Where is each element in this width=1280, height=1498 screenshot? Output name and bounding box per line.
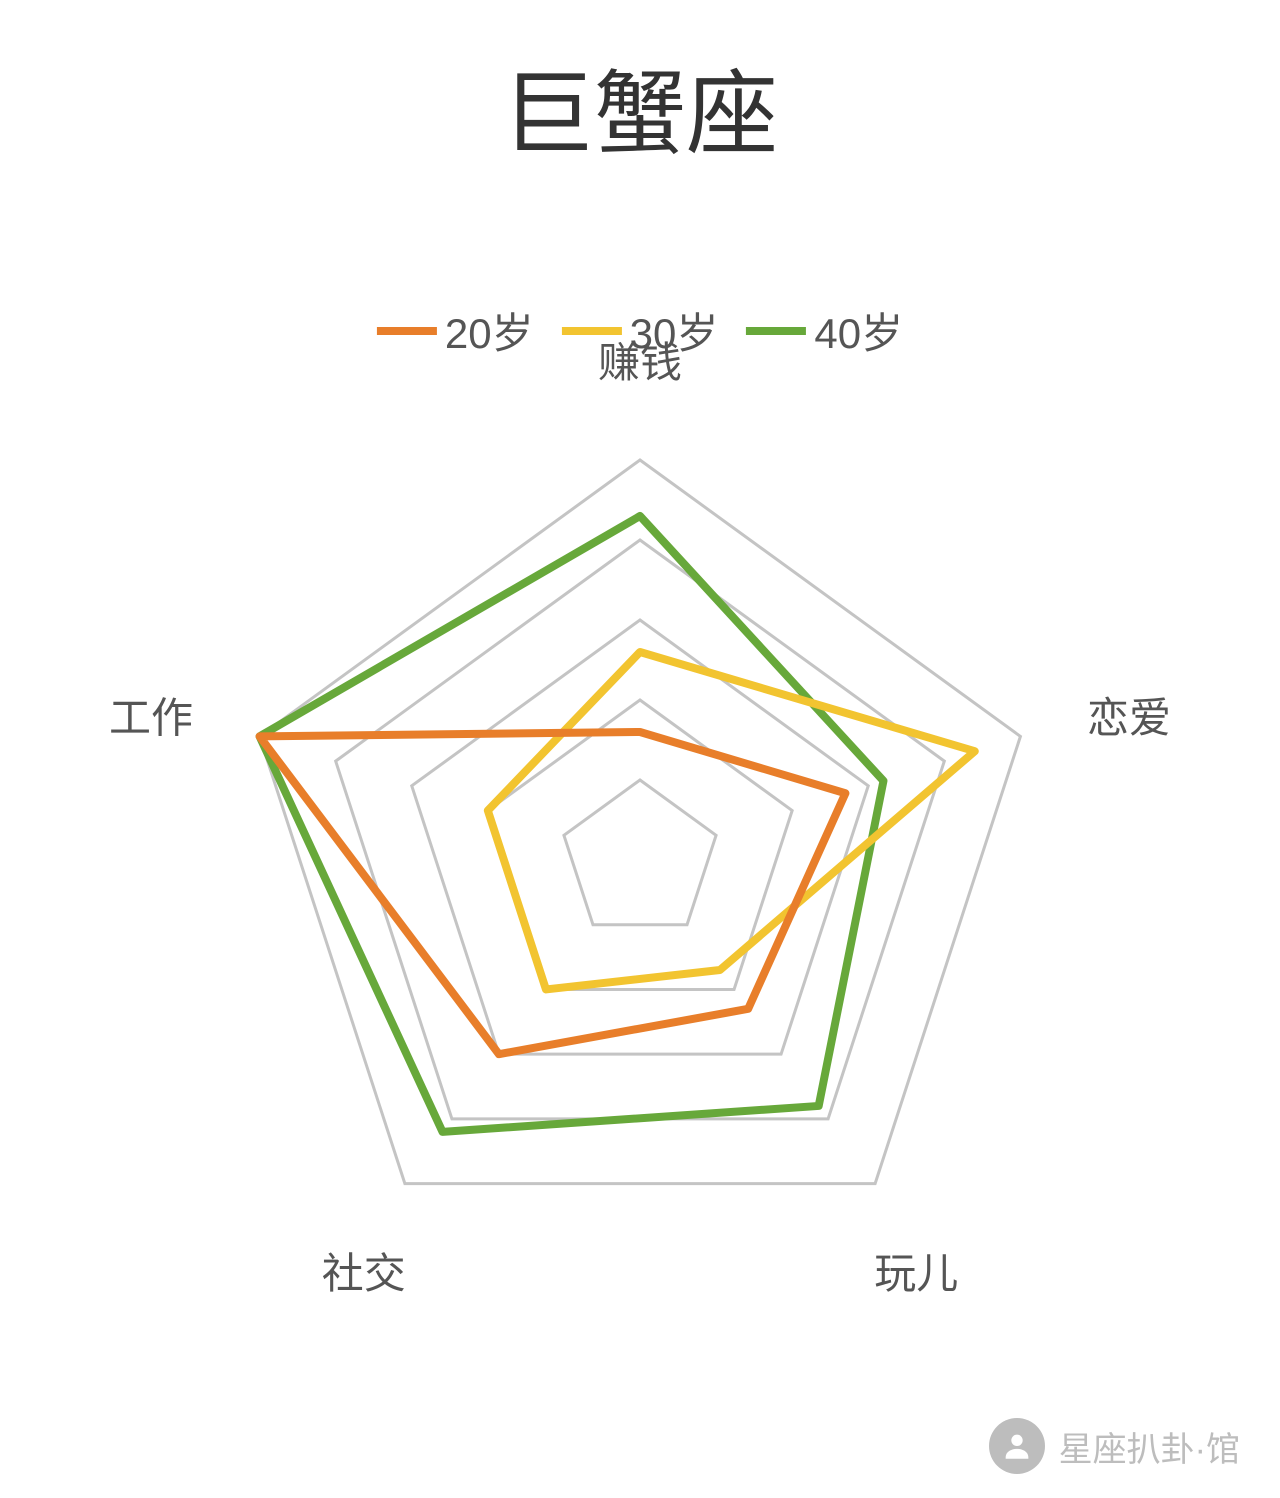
axis-label: 玩儿 — [874, 1240, 958, 1301]
axis-label: 社交 — [322, 1240, 406, 1301]
footer-watermark: 星座扒卦·馆 — [989, 1418, 1240, 1474]
grid-ring — [260, 460, 1021, 1184]
footer-text: 星座扒卦·馆 — [1059, 1422, 1240, 1471]
radar-svg — [110, 330, 1170, 1390]
grid-ring — [564, 780, 716, 925]
axis-label: 工作 — [109, 684, 193, 745]
radar-chart — [110, 330, 1170, 1395]
axis-label: 赚钱 — [598, 329, 682, 390]
series-30岁 — [488, 652, 975, 989]
footer-avatar-icon — [989, 1418, 1045, 1474]
chart-title: 巨蟹座 — [0, 40, 1280, 173]
axis-label: 恋爱 — [1087, 684, 1171, 745]
